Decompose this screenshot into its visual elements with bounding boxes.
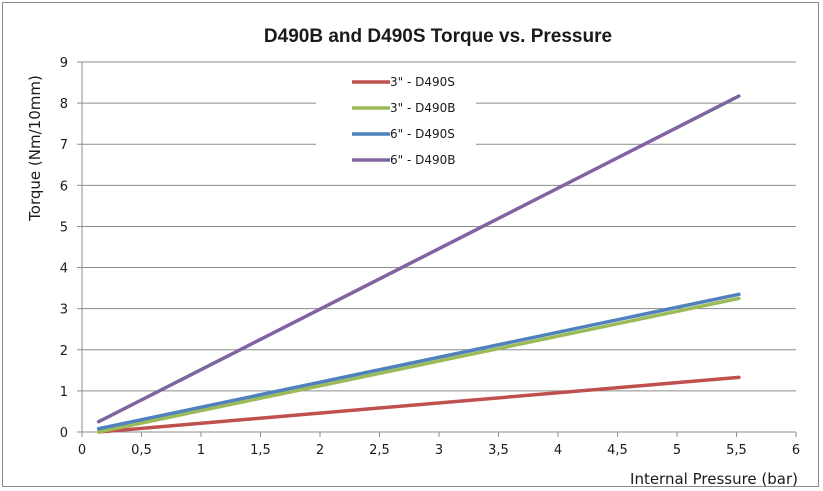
- x-tick-label: 4: [554, 443, 562, 458]
- x-tick-labels: 0 0,5 1 1,5 2 2,5 3 3,5 4 4,5 5 5,5 6: [78, 443, 800, 458]
- y-tick-label: 5: [60, 220, 68, 235]
- series-line-2: [96, 292, 741, 431]
- x-tick-label: 5: [673, 443, 681, 458]
- legend: 3" - D490S 3" - D490B 6" - D490S 6" - D490B: [316, 66, 476, 176]
- series-line-3: [96, 94, 741, 424]
- y-tick-label: 6: [60, 179, 68, 194]
- legend-label-3: 6" - D490B: [390, 153, 456, 167]
- y-tick-label: 0: [60, 426, 68, 441]
- y-tick-label: 2: [60, 344, 68, 359]
- legend-background: [316, 66, 476, 176]
- x-tick-label: 6: [792, 443, 800, 458]
- y-tick-label: 4: [60, 262, 68, 277]
- legend-label-1: 3" - D490B: [390, 101, 456, 115]
- x-axis-label: Internal Pressure (bar): [630, 470, 798, 488]
- legend-label-0: 3" - D490S: [390, 75, 455, 89]
- x-tick-label: 1,5: [250, 443, 271, 458]
- x-tick-label: 0,5: [131, 443, 152, 458]
- series-lines: [96, 94, 741, 434]
- y-tick-label: 7: [60, 138, 68, 153]
- x-tick-label: 4,5: [607, 443, 628, 458]
- axes: [77, 61, 797, 437]
- series-line-0: [96, 375, 741, 434]
- chart-title: D490B and D490S Torque vs. Pressure: [264, 26, 612, 47]
- x-tick-label: 3,5: [488, 443, 509, 458]
- x-tick-label: 1: [197, 443, 205, 458]
- series-line-1: [96, 296, 741, 434]
- x-tick-label: 2,5: [369, 443, 390, 458]
- gridlines: [82, 61, 796, 392]
- y-tick-label: 3: [60, 303, 68, 318]
- legend-label-2: 6" - D490S: [390, 127, 455, 141]
- x-tick-label: 5,5: [726, 443, 747, 458]
- y-axis-label: Torque (Nm/10mm): [26, 75, 44, 222]
- x-tick-label: 0: [78, 443, 86, 458]
- y-tick-label: 9: [60, 56, 68, 71]
- y-tick-label: 1: [60, 385, 68, 400]
- x-tick-label: 3: [435, 443, 443, 458]
- x-tick-label: 2: [316, 443, 324, 458]
- y-tick-label: 8: [60, 97, 68, 112]
- y-tick-labels: 0 1 2 3 4 5 6 7 8 9: [60, 56, 68, 441]
